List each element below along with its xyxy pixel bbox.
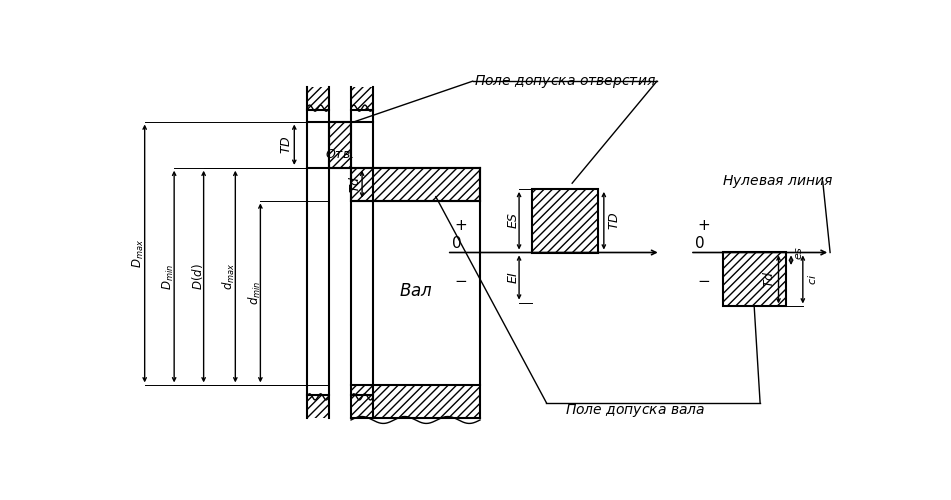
Text: $\mathit{TD}$: $\mathit{TD}$ [281,136,294,154]
Bar [351,200,480,386]
Text: $\mathit{Поле\ допуска\ отверстия}$: $\mathit{Поле\ допуска\ отверстия}$ [474,72,656,90]
Text: $D_{max}$: $D_{max}$ [131,239,146,268]
Text: $\mathit{EI}$: $\mathit{EI}$ [507,271,519,284]
Bar [307,87,329,110]
Bar [351,87,373,110]
Text: $\mathit{Td}$: $\mathit{Td}$ [348,176,361,193]
Text: $\mathit{es}$: $\mathit{es}$ [794,246,804,260]
Text: $\mathit{Td}$: $\mathit{Td}$ [762,270,776,288]
Text: $\mathit{ES}$: $\mathit{ES}$ [507,212,519,230]
Text: $-$: $-$ [455,272,467,287]
Bar [351,110,373,395]
Bar [329,122,351,168]
Text: $D_{min}$: $D_{min}$ [161,264,176,289]
Text: $\mathit{TD}$: $\mathit{TD}$ [609,212,621,230]
Bar [351,386,480,418]
Text: $-$: $-$ [697,272,710,287]
Text: $+$: $+$ [455,218,467,233]
Text: $\mathit{Вал}$: $\mathit{Вал}$ [398,282,433,300]
Text: $\mathit{Поле\ допуска\ вала}$: $\mathit{Поле\ допуска\ вала}$ [565,402,705,419]
Text: $d_{min}$: $d_{min}$ [246,280,262,305]
Text: $\mathit{Отв.}$: $\mathit{Отв.}$ [325,148,355,161]
Bar [351,395,373,418]
Bar [723,252,786,306]
Text: $+$: $+$ [697,218,710,233]
Text: $0$: $0$ [694,234,705,250]
Bar [351,168,480,200]
Text: $\mathit{Нулевая\ линия}$: $\mathit{Нулевая\ линия}$ [723,173,834,190]
Text: $d_{max}$: $d_{max}$ [222,263,238,290]
Text: $D(d)$: $D(d)$ [190,263,205,290]
Text: $\mathit{ci}$: $\mathit{ci}$ [805,274,818,285]
Bar [307,110,329,395]
Bar [307,395,329,418]
Text: $0$: $0$ [451,234,461,250]
Bar [532,189,598,252]
